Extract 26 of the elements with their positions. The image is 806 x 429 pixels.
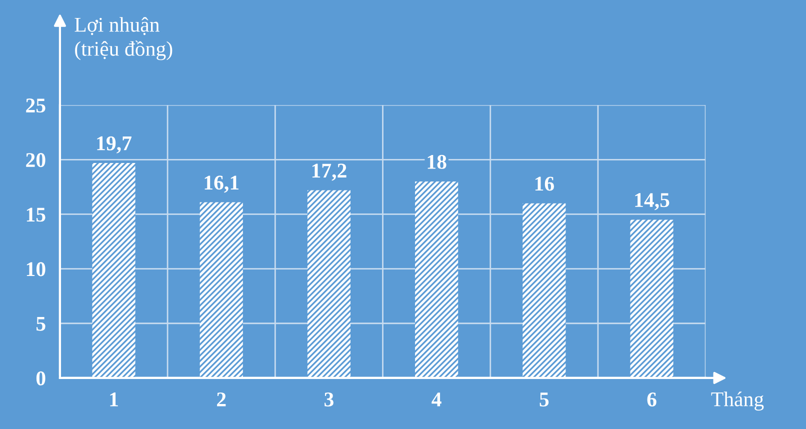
- bar: [630, 220, 674, 378]
- x-axis-title: Tháng: [711, 392, 764, 411]
- data-label: 14,5: [635, 193, 670, 210]
- y-tick-label: 20: [26, 153, 46, 168]
- x-tick-label: 2: [217, 392, 226, 406]
- y-tick-label: 0: [36, 371, 46, 386]
- data-label: 16,1: [204, 176, 239, 193]
- y-tick-label: 15: [26, 208, 46, 222]
- y-tick-label: 25: [26, 98, 46, 113]
- y-tick-label: 5: [36, 316, 46, 331]
- bar: [92, 162, 136, 378]
- x-tick-label: 4: [432, 392, 442, 406]
- data-label: 16: [535, 176, 554, 191]
- y-tick-label: 10: [26, 262, 46, 276]
- bar: [200, 202, 243, 378]
- x-tick-label: 3: [324, 392, 334, 406]
- data-label: 18: [428, 154, 446, 169]
- x-tick-label: 5: [540, 392, 549, 406]
- bar: [307, 190, 350, 378]
- data-label: 19,7: [97, 136, 132, 154]
- x-tick-label: 1: [110, 392, 118, 406]
- y-axis-title: Lợi nhuận (triệu đồng): [74, 17, 172, 60]
- bar: [522, 203, 566, 378]
- data-label: 17,2: [312, 164, 346, 181]
- x-tick-label: 6: [647, 392, 656, 406]
- bar: [415, 182, 458, 378]
